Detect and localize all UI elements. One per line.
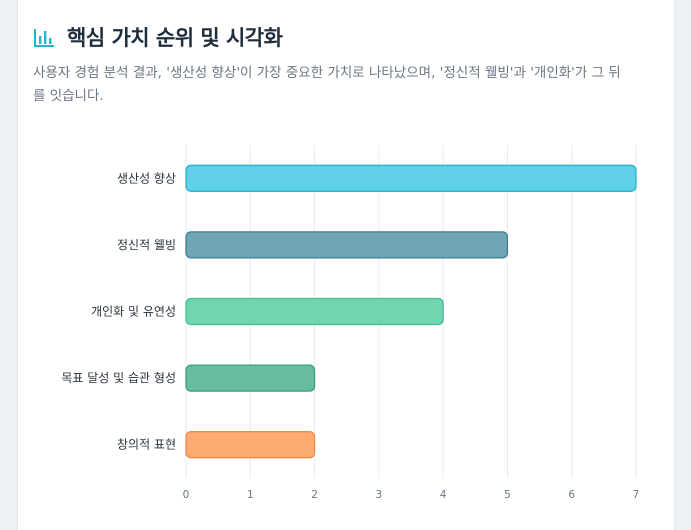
bar-2[interactable] <box>185 231 509 259</box>
category-label-2: 정신적 웰빙 <box>117 238 176 252</box>
x-tick-label-3: 3 <box>376 489 383 501</box>
page-title: 핵심 가치 순위 및 시각화 <box>67 26 283 50</box>
category-label-1: 생산성 향상 <box>117 171 176 185</box>
category-label-3: 개인화 및 유연성 <box>91 305 176 319</box>
chart-card <box>17 0 675 530</box>
x-tick-label-4: 4 <box>440 489 447 501</box>
bar-1[interactable] <box>185 164 637 192</box>
bar-3[interactable] <box>185 297 444 326</box>
bar-chart-icon <box>34 29 54 47</box>
x-tick-label-2: 2 <box>311 489 318 501</box>
x-tick-label-5: 5 <box>504 489 511 501</box>
x-tick-label-1: 1 <box>247 489 254 501</box>
x-tick-label-7: 7 <box>633 489 640 501</box>
chart-header: 핵심 가치 순위 및 시각화 <box>33 22 283 52</box>
x-tick-label-6: 6 <box>568 489 575 501</box>
chart-description: 사용자 경험 분석 결과, '생산성 향상'이 가장 중요한 가치로 나타났으며… <box>33 65 621 104</box>
bar-5[interactable] <box>185 431 316 459</box>
bar-4[interactable] <box>185 364 316 392</box>
category-label-4: 목표 달성 및 습관 형성 <box>61 371 176 385</box>
x-tick-label-0: 0 <box>183 489 190 501</box>
category-label-5: 창의적 표현 <box>117 438 176 452</box>
